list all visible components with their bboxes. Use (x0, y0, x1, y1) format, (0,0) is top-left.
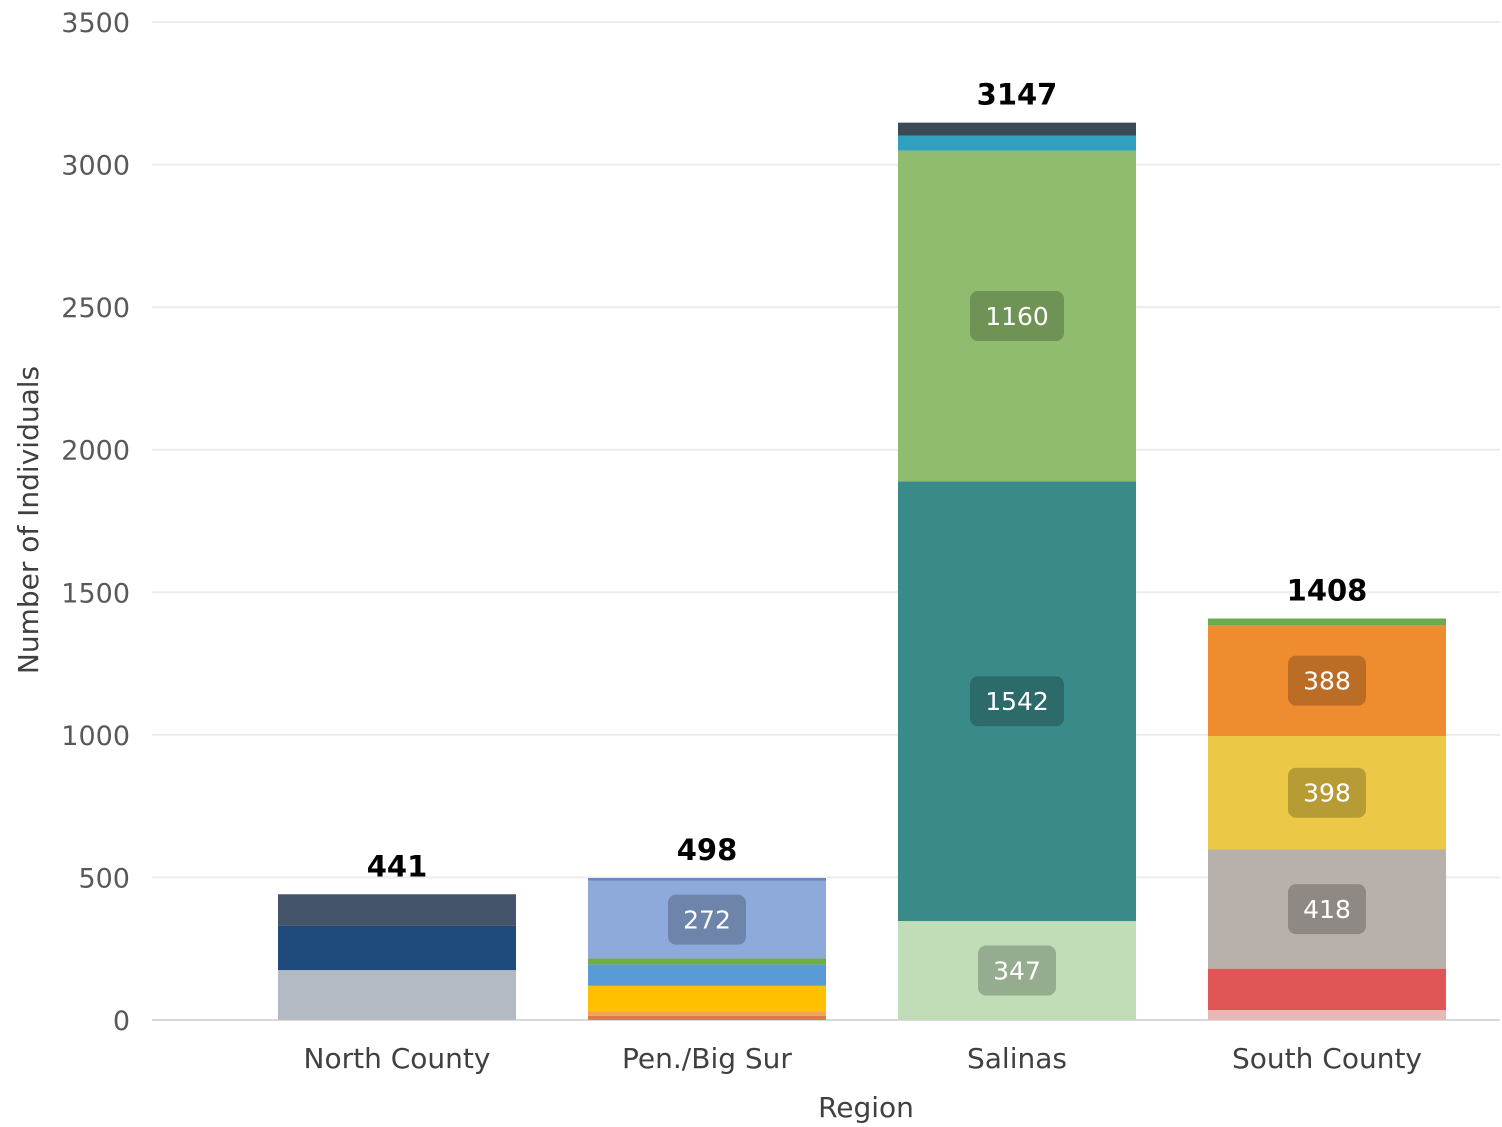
bar-segment (1208, 735, 1446, 850)
x-axis-title: Region (818, 1091, 914, 1124)
segment-label-box (1288, 655, 1366, 706)
bar-segment (588, 985, 826, 1012)
bar-segment (898, 481, 1136, 922)
y-tick-label: 3500 (61, 8, 130, 39)
bar-segment (588, 877, 826, 881)
bar-segment (898, 150, 1136, 482)
bar-segment (588, 964, 826, 986)
segment-data-label: 388 (1303, 667, 1351, 696)
segment-data-label: 398 (1303, 779, 1351, 808)
x-axis-category-labels: North County Pen./Big Sur Salinas South Cou… (304, 1042, 1422, 1075)
bar-stacks: 441 272 498 347 1542 1160 3147 418 398 388 1408 (278, 78, 1446, 1020)
bar-segment (278, 970, 516, 1020)
bar-segment (588, 1011, 826, 1016)
bar-segment (588, 1015, 826, 1020)
bar-segment (1208, 625, 1446, 736)
segment-label-box (970, 290, 1064, 341)
segment-label-box (1288, 767, 1366, 818)
bar-stack: 418 398 388 1408 (1208, 574, 1446, 1020)
y-axis-title: Number of Individuals (12, 366, 45, 674)
segment-label-box (668, 894, 746, 945)
segment-label-box (978, 945, 1056, 996)
bar-stack: 347 1542 1160 3147 (898, 78, 1136, 1020)
bar-segment (898, 122, 1136, 136)
x-category-label: North County (304, 1042, 491, 1075)
bar-segment (278, 925, 516, 971)
segment-data-label: 1542 (985, 687, 1049, 716)
bar-total-label: 498 (677, 833, 738, 867)
bar-segment (1208, 1010, 1446, 1020)
x-category-label: Salinas (967, 1042, 1067, 1075)
y-tick-label: 500 (78, 863, 130, 894)
y-tick-label: 1000 (61, 721, 130, 752)
bar-total-label: 3147 (977, 78, 1058, 112)
bar-segment (588, 880, 826, 959)
bar-segment (1208, 618, 1446, 626)
y-tick-label: 0 (113, 1006, 130, 1037)
y-axis-tick-labels: 0 500 1000 1500 2000 2500 3000 3500 (61, 8, 130, 1037)
bar-total-label: 441 (367, 849, 428, 883)
bar-segment (1208, 968, 1446, 1011)
segment-data-label: 272 (683, 906, 731, 935)
y-tick-label: 3000 (61, 151, 130, 182)
y-tick-label: 1500 (61, 578, 130, 609)
bar-segment (588, 958, 826, 965)
gridlines (152, 21, 1500, 1021)
bar-segment (898, 135, 1136, 151)
segment-data-label: 347 (993, 957, 1041, 986)
x-category-label: Pen./Big Sur (622, 1042, 792, 1075)
bar-segment (898, 921, 1136, 1020)
bar-stack: 441 (278, 849, 516, 1020)
y-tick-label: 2000 (61, 436, 130, 467)
bar-segment (1208, 849, 1446, 969)
segment-label-box (1288, 884, 1366, 935)
y-tick-label: 2500 (61, 293, 130, 324)
segment-data-label: 1160 (985, 302, 1049, 331)
bar-stack: 272 498 (588, 833, 826, 1020)
segment-data-label: 418 (1303, 895, 1351, 924)
segment-label-box (970, 676, 1064, 727)
bar-total-label: 1408 (1287, 574, 1368, 608)
bar-segment (278, 894, 516, 926)
x-category-label: South County (1232, 1042, 1422, 1075)
